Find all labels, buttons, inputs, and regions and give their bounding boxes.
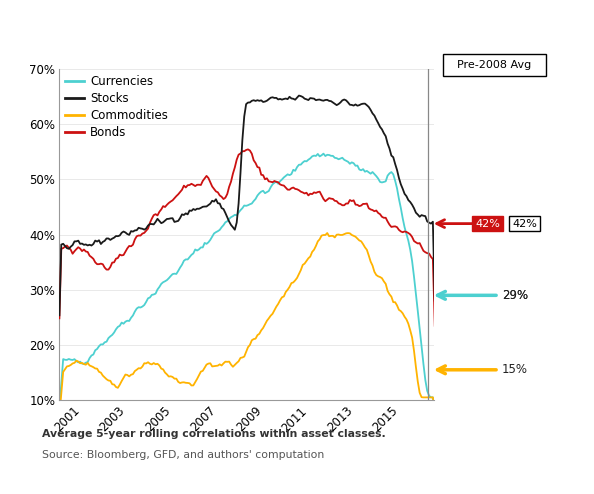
Text: 42%: 42%	[512, 219, 537, 229]
Currencies	[125, 318, 132, 324]
Text: FIGURE 1: FIGURE 1	[7, 25, 100, 43]
Currencies	[71, 356, 78, 362]
Currencies	[431, 409, 438, 415]
Commodities	[156, 363, 163, 369]
Bonds	[71, 248, 78, 254]
Line: Currencies: Currencies	[59, 154, 435, 412]
Commodities	[431, 409, 438, 415]
Bonds	[78, 248, 86, 254]
Commodities	[56, 412, 63, 418]
Bonds	[156, 209, 163, 215]
Bonds	[125, 243, 132, 249]
Currencies	[156, 284, 163, 290]
Text: 42%: 42%	[475, 219, 500, 229]
Commodities	[414, 378, 421, 384]
Text: Pre-2008 Avg: Pre-2008 Avg	[457, 60, 532, 70]
Line: Commodities: Commodities	[59, 233, 435, 415]
Stocks	[401, 191, 408, 197]
Text: 15%: 15%	[502, 363, 528, 376]
Currencies	[401, 224, 408, 230]
Stocks	[414, 211, 421, 217]
Commodities	[125, 373, 132, 379]
Line: Bonds: Bonds	[59, 149, 435, 326]
Text: Average 5-year rolling correlations within asset classes.: Average 5-year rolling correlations with…	[42, 429, 386, 439]
Commodities	[71, 360, 78, 366]
Text: 29%: 29%	[502, 289, 528, 302]
Commodities	[78, 360, 86, 366]
Legend: Currencies, Stocks, Commodities, Bonds: Currencies, Stocks, Commodities, Bonds	[65, 75, 168, 139]
Currencies	[56, 405, 63, 411]
Stocks	[156, 218, 163, 224]
Bonds	[401, 229, 408, 235]
Currencies	[414, 308, 421, 314]
Currencies	[320, 151, 327, 157]
Stocks	[78, 241, 86, 247]
Commodities	[401, 314, 408, 320]
Stocks	[56, 312, 63, 318]
Line: Stocks: Stocks	[59, 95, 435, 315]
Stocks	[125, 232, 132, 238]
Stocks	[295, 92, 302, 98]
Text: 29%: 29%	[502, 289, 528, 302]
Bonds	[431, 323, 438, 329]
Stocks	[71, 239, 78, 245]
Bonds	[56, 315, 63, 321]
Text: Source: Bloomberg, GFD, and authors' computation: Source: Bloomberg, GFD, and authors' com…	[42, 451, 324, 460]
Stocks	[431, 298, 438, 304]
Bonds	[245, 146, 252, 152]
FancyBboxPatch shape	[443, 53, 546, 76]
Commodities	[324, 230, 331, 236]
Currencies	[78, 361, 86, 367]
Bonds	[414, 241, 421, 247]
